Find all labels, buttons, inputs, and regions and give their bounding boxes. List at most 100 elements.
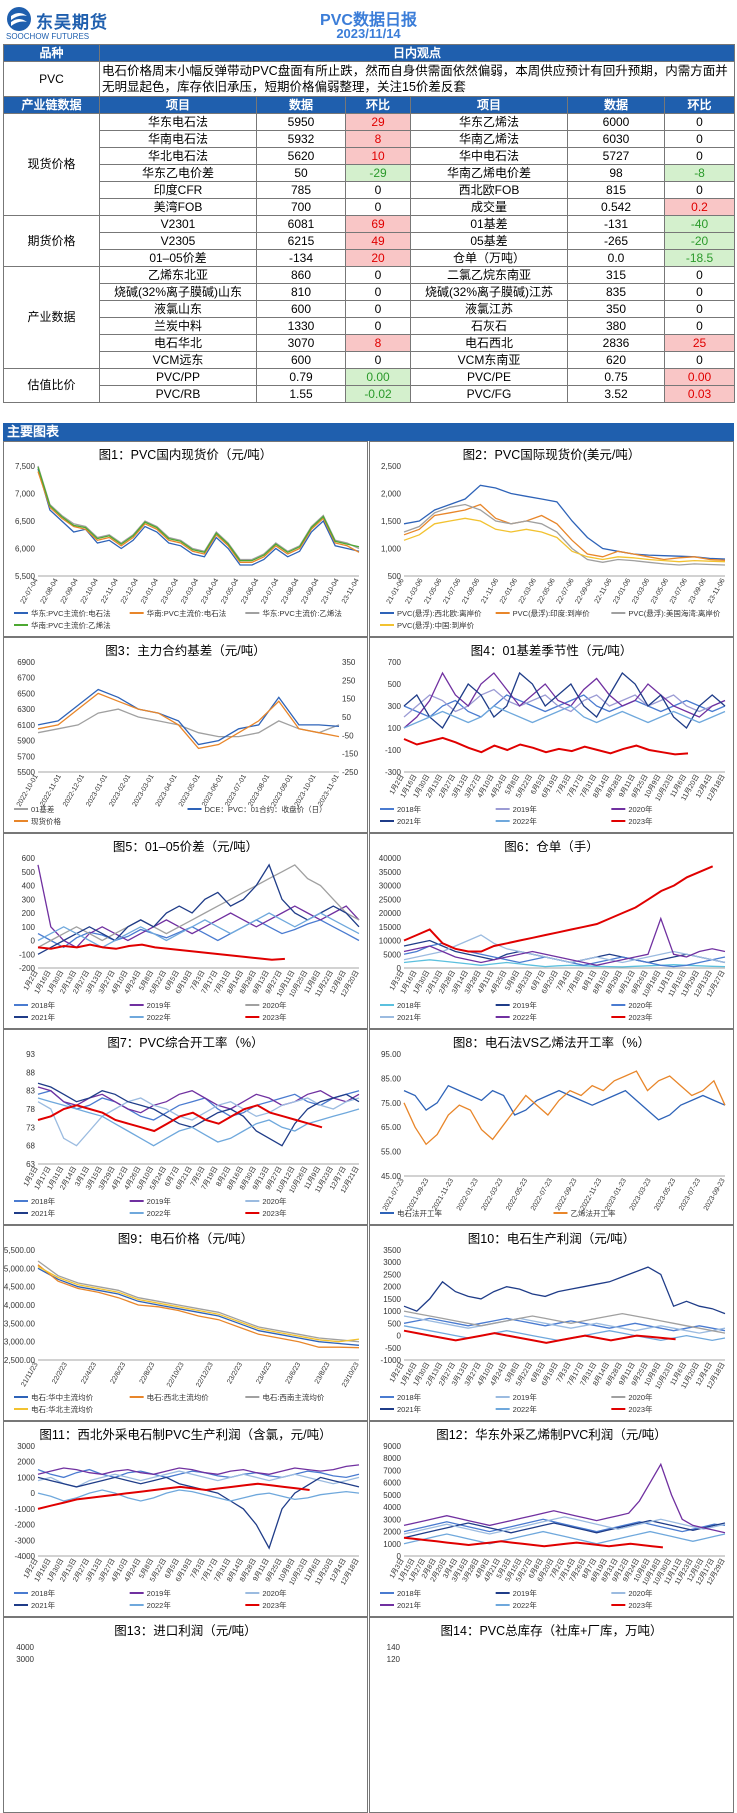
item-name: 二氯乙烷东南亚 (410, 266, 568, 284)
chart-svg: 938883787368631月3日1月17日1月31日2月14日3月1日3月1… (14, 1050, 361, 1218)
chart-svg: 4000 3000 (16, 1643, 34, 1664)
y-tick-label: 3,000.00 (4, 1338, 36, 1347)
item-name: 烧碱(32%离子膜碱)山东 (99, 283, 257, 301)
y-tick-label: -2000 (15, 1521, 36, 1530)
item-change: 8 (345, 334, 411, 352)
y-tick-label: 1,000 (381, 545, 402, 554)
x-tick-label: 2023-07-23 (678, 1177, 702, 1212)
y-tick-label: 8000 (383, 1454, 401, 1463)
y-tick-label: 7,500 (15, 462, 36, 471)
item-value: 2836 (567, 334, 665, 352)
y-tick-label: 500 (388, 1319, 402, 1328)
legend-label: 2020年 (628, 1588, 653, 1598)
legend-label: 2021年 (397, 816, 422, 826)
series-line (37, 688, 340, 746)
legend-label: 2022年 (513, 1600, 538, 1610)
chart-panel: 图9：电石价格（元/吨） 5,500.00 5,000.00 4,500.00 4,00… (3, 1225, 368, 1421)
series-line (37, 692, 340, 750)
y2-tick-label: -50 (342, 731, 354, 740)
x-tick-label: 2022-01-23 (456, 1177, 480, 1212)
y-tick-label: 4000 (16, 1643, 34, 1652)
table-row: PVC/RB 1.55 -0.02 PVC/FG 3.52 0.03 (4, 385, 736, 403)
legend-label: PVC(悬浮):中国:到岸价 (397, 620, 475, 630)
legend-label: 2018年 (31, 1000, 56, 1010)
legend-label: 2018年 (397, 804, 422, 814)
series-line (403, 1070, 726, 1146)
y-tick-label: 2500 (383, 1270, 401, 1279)
item-value: 700 (256, 198, 346, 216)
x-tick-label: 22-11-04 (100, 577, 120, 604)
item-value: 1.55 (256, 385, 346, 403)
chart-svg: 6900 6700 6500 6300 6100 5900 5700 5500 350 250 15… (14, 658, 359, 826)
legend-label: PVC(悬浮):西北欧:离岸价 (397, 608, 482, 618)
x-tick-label: 23-01-04 (140, 577, 160, 605)
col-label-view: 日内观点 (98, 44, 736, 62)
series-line (37, 1260, 360, 1343)
item-value: 315 (567, 266, 665, 284)
series-line (403, 1530, 726, 1545)
x-tick-label: 22-11-06 (594, 577, 614, 604)
y-tick-label: 25000 (379, 895, 402, 904)
item-change: 0 (345, 300, 411, 318)
item-name: PVC/RB (99, 385, 257, 403)
item-name: 兰炭中料 (99, 317, 257, 335)
y-tick-label: 700 (388, 658, 402, 667)
series-line (403, 736, 689, 756)
item-name: PVC/FG (410, 385, 568, 403)
y-tick-label: 40000 (379, 854, 402, 863)
item-name: 电石华北 (99, 334, 257, 352)
y-tick-label: -4000 (15, 1552, 36, 1561)
item-name: 华北电石法 (99, 147, 257, 165)
y-tick-label: 9000 (383, 1442, 401, 1451)
x-tick-label: 23/2/23 (226, 1361, 244, 1385)
y-tick-label: 100 (388, 724, 402, 733)
y2-tick-label: -250 (342, 768, 359, 777)
series-line (403, 1462, 726, 1534)
y-tick-label: 500 (388, 572, 402, 581)
table-row: 01–05价差 -134 20 仓单（万吨） 0.0 -18.5 (4, 249, 736, 267)
legend-label: 2023年 (628, 1600, 653, 1610)
product-name: PVC (3, 61, 100, 97)
chart-panel: 图13：进口利润（元/吨） 4000 3000 (3, 1617, 368, 1813)
y-tick-label: 400 (22, 882, 36, 891)
chart-title: 图7：PVC综合开工率（%） (107, 1036, 264, 1050)
item-change: 0 (663, 130, 736, 148)
legend-label: 2023年 (628, 1404, 653, 1414)
table-row: 产业数据 乙烯东北亚 860 0 二氯乙烷东南亚 315 0 (3, 266, 736, 369)
legend-label: 2021年 (31, 1600, 56, 1610)
item-change: -40 (663, 215, 736, 233)
item-change: 0 (663, 147, 736, 165)
series-line (37, 1264, 360, 1349)
item-value: 860 (256, 266, 346, 284)
legend-label: 2020年 (262, 1000, 287, 1010)
y-tick-label: 4,000.00 (4, 1301, 36, 1310)
x-tick-label: 22/6/23 (110, 1361, 128, 1385)
chart-panel: 图4：01基差季节性（元/吨） 700 500 300 100 -100 -300 1月2日 1… (369, 637, 734, 833)
legend-label: 01基差 (31, 804, 55, 814)
legend-label: 2021年 (397, 1600, 422, 1610)
col-label-product: 品种 (3, 44, 100, 62)
legend-label: 2019年 (513, 1000, 538, 1010)
legend-label: PVC(悬浮):印度:到岸价 (513, 608, 591, 618)
y-tick-label: 85.00 (381, 1074, 402, 1083)
item-change: -29 (345, 164, 411, 182)
item-value: -134 (256, 249, 346, 267)
item-name: 电石西北 (410, 334, 568, 352)
y-tick-label: 6,500 (15, 517, 36, 526)
item-name: 01–05价差 (99, 249, 257, 267)
x-tick-label: 2021-07-23 (382, 1177, 406, 1212)
series-line (403, 1315, 726, 1334)
series-line (37, 863, 360, 955)
y-tick-label: 45.00 (381, 1172, 402, 1181)
item-name: 华南乙烯电价差 (410, 164, 568, 182)
item-change: 0 (663, 300, 736, 318)
item-value: 3070 (256, 334, 346, 352)
item-change: 20 (345, 249, 411, 267)
table-row: 华东乙电价差 50 -29 华南乙烯电价差 98 -8 (4, 164, 736, 182)
y-tick-label: 120 (387, 1655, 401, 1664)
series-line (37, 1482, 310, 1510)
legend-label: 2019年 (513, 804, 538, 814)
y-tick-label: 5,500.00 (4, 1246, 36, 1255)
y-tick-label: 63 (26, 1160, 35, 1169)
series-line (37, 1265, 360, 1343)
